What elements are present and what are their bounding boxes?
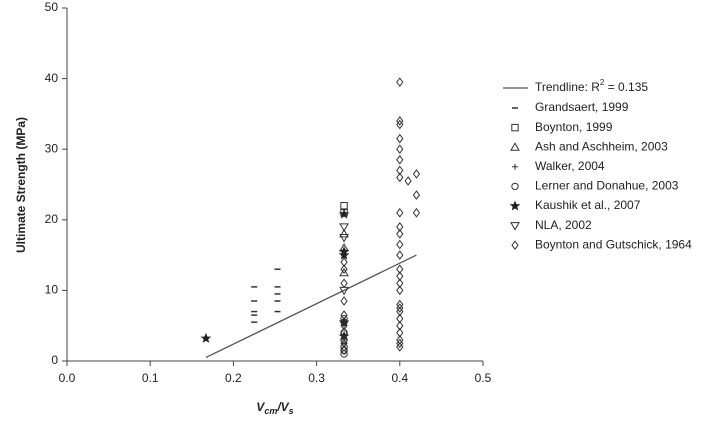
y-tick-label: 50 [45, 0, 59, 14]
point [396, 250, 404, 260]
point [412, 190, 421, 200]
point [396, 285, 404, 296]
point [339, 228, 349, 238]
point [396, 271, 404, 282]
legend-marker [512, 163, 518, 170]
point [339, 223, 349, 232]
point [396, 229, 404, 239]
y-axis-label: Ultimate Strength (MPa) [14, 117, 28, 253]
y-tick-label: 10 [45, 283, 59, 297]
point [340, 343, 348, 351]
y-tick-label: 30 [45, 141, 59, 155]
trendline [205, 254, 417, 359]
legend-label: Boynton and Gutschick, 1964 [535, 237, 692, 251]
point [396, 77, 404, 87]
point [338, 245, 350, 257]
point [396, 303, 404, 313]
legend-marker [510, 222, 520, 231]
legend-label: Ash and Aschheim, 2003 [535, 139, 668, 153]
x-label-part: /V [276, 400, 289, 414]
point [340, 257, 348, 267]
point [340, 278, 348, 289]
point [396, 338, 404, 349]
y-tick-label: 40 [45, 71, 59, 85]
x-tick-label: 0.4 [391, 371, 408, 385]
point [340, 310, 348, 320]
legend-marker [509, 200, 521, 211]
legend-label: Grandsaert, 1999 [535, 100, 629, 114]
point [396, 172, 404, 183]
x-axis-label: Vcm/Vs [256, 400, 293, 416]
point [396, 313, 404, 324]
legend-marker [510, 142, 520, 151]
point [396, 133, 404, 144]
x-tick-label: 0.3 [308, 371, 325, 385]
point [396, 222, 404, 232]
point [396, 207, 404, 218]
point [340, 296, 348, 306]
point [340, 345, 348, 356]
legend-label: Lerner and Donahue, 2003 [535, 179, 679, 193]
legend-marker [511, 123, 519, 132]
y-tick-label: 20 [45, 212, 59, 226]
y-tick-label: 0 [51, 353, 58, 367]
point [339, 233, 349, 243]
point [338, 249, 350, 260]
x-label-part: V [256, 400, 265, 414]
legend-label: NLA, 2002 [535, 218, 592, 232]
point [404, 176, 412, 186]
point [396, 342, 404, 352]
point [396, 278, 404, 289]
point [396, 154, 404, 165]
point [396, 320, 404, 331]
point [396, 239, 404, 250]
point [396, 334, 404, 345]
point [339, 267, 349, 277]
x-tick-label: 0.5 [475, 371, 492, 385]
point [396, 299, 404, 310]
legend-label: Walker, 2004 [535, 159, 605, 173]
point [396, 144, 404, 155]
legend-sup: 2 [600, 78, 605, 87]
point [340, 327, 348, 338]
point [338, 330, 350, 341]
point [396, 165, 404, 176]
legend-label: Trendline: R2 = 0.135 [535, 78, 648, 94]
legend-text: = 0.135 [604, 80, 648, 94]
point [340, 320, 348, 331]
legend-text: Trendline: R [535, 80, 600, 94]
x-label-sub: cm [264, 406, 277, 416]
point [396, 264, 404, 275]
point [340, 338, 348, 349]
point [338, 208, 350, 219]
x-label-sub: s [289, 406, 294, 416]
point [396, 327, 404, 338]
legend-label: Boynton, 1999 [535, 120, 613, 134]
point [396, 119, 404, 130]
point [396, 306, 404, 317]
point [412, 169, 421, 179]
point [396, 116, 404, 126]
point [200, 332, 212, 343]
point [340, 264, 348, 275]
legend-label: Kaushik et al., 2007 [535, 198, 641, 212]
legend-marker [511, 240, 519, 251]
x-tick-label: 0.1 [142, 371, 159, 385]
x-tick-label: 0.2 [225, 371, 242, 385]
x-tick-label: 0.0 [59, 371, 76, 385]
point [412, 207, 421, 218]
point [340, 201, 348, 210]
legend-marker [511, 182, 519, 191]
point [340, 350, 348, 358]
